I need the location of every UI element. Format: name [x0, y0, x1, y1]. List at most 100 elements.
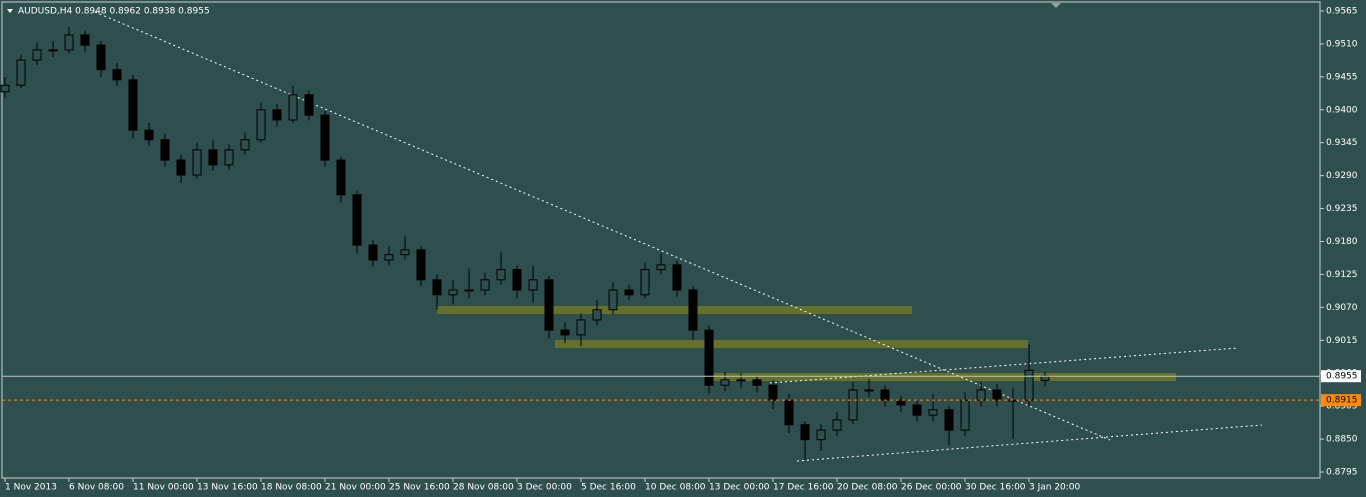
y-tick-label: 0.9510 — [1326, 39, 1358, 49]
x-tick-label: 13 Dec 00:00 — [709, 483, 770, 493]
x-tick-label: 6 Nov 08:00 — [69, 483, 124, 493]
y-tick-label: 0.8905 — [1326, 402, 1358, 412]
candle-body — [912, 404, 922, 416]
x-tick-label: 1 Nov 2013 — [5, 483, 57, 493]
y-tick-label: 0.9400 — [1326, 105, 1358, 115]
x-tick-label: 13 Nov 16:00 — [197, 483, 258, 493]
candle-body — [464, 289, 474, 292]
zone — [705, 373, 1176, 381]
candle-body — [64, 34, 74, 51]
candle-body — [480, 279, 490, 291]
candle-body — [800, 424, 810, 441]
candle-body — [928, 409, 938, 416]
candle-body — [384, 254, 394, 261]
candle-body — [896, 399, 906, 406]
candle-body — [336, 159, 346, 196]
y-tick-label: 0.9345 — [1326, 138, 1358, 148]
candle-body — [368, 244, 378, 261]
candle-body — [144, 129, 154, 141]
x-tick-label: 17 Dec 16:00 — [773, 483, 834, 493]
candle-body — [240, 139, 250, 151]
candle-body — [752, 379, 762, 386]
candle-body — [320, 114, 330, 161]
candle-body — [512, 269, 522, 291]
x-tick-label: 30 Dec 16:00 — [965, 483, 1026, 493]
candle-body — [1024, 369, 1034, 401]
candle-body — [400, 249, 410, 256]
candle-body — [864, 389, 874, 392]
candle-body — [832, 419, 842, 431]
y-tick-label: 0.8850 — [1326, 435, 1358, 445]
candle-body — [960, 399, 970, 431]
candle-body — [608, 289, 618, 311]
candle-body — [640, 269, 650, 296]
zone — [437, 306, 912, 314]
trend-line — [94, 11, 1111, 441]
x-tick-label: 26 Dec 00:00 — [901, 483, 962, 493]
candle-body — [176, 159, 186, 176]
candle-body — [80, 34, 90, 46]
candle-body — [448, 289, 458, 296]
trend-line — [769, 347, 1239, 384]
candle-body — [976, 389, 986, 401]
candle-body — [704, 329, 714, 386]
candle-body — [1040, 375, 1050, 381]
candle-body — [32, 49, 42, 61]
x-tick-label: 28 Nov 08:00 — [453, 483, 514, 493]
menu-arrow[interactable] — [7, 9, 13, 13]
candle-body — [16, 59, 26, 86]
price-label-box — [1321, 370, 1361, 383]
candle-body — [768, 384, 778, 401]
candle-body — [624, 289, 634, 296]
y-tick-label: 0.9565 — [1326, 6, 1358, 16]
price-label: 0.8955 — [1326, 372, 1358, 382]
candle-body — [560, 329, 570, 336]
shift-marker — [1051, 3, 1061, 8]
x-tick-label: 11 Nov 00:00 — [133, 483, 194, 493]
y-tick-label: 0.9070 — [1326, 303, 1358, 313]
candle-body — [736, 379, 746, 382]
y-tick-label: 0.9235 — [1326, 204, 1358, 214]
candle-body — [688, 289, 698, 331]
candle-body — [720, 379, 730, 386]
drawings — [7, 3, 1263, 462]
candle-body — [992, 389, 1002, 401]
candle-body — [576, 319, 586, 336]
candle-body — [48, 49, 58, 52]
y-tick-label: 0.9180 — [1326, 237, 1358, 247]
plot-area — [1, 1, 1321, 479]
chart-title: AUDUSD,H4 0.8948 0.8962 0.8938 0.8955 — [18, 7, 210, 17]
candle-body — [352, 194, 362, 246]
x-tick-label: 21 Nov 00:00 — [325, 483, 386, 493]
candle-body — [528, 279, 538, 291]
x-tick-label: 25 Nov 16:00 — [389, 483, 450, 493]
x-tick-label: 18 Nov 08:00 — [261, 483, 322, 493]
candle-body — [848, 389, 858, 421]
x-tick-label: 3 Dec 00:00 — [517, 483, 572, 493]
candle-body — [592, 309, 602, 321]
candle-body — [272, 109, 282, 121]
candle-body — [256, 109, 266, 141]
candle-body — [128, 79, 138, 131]
price-label: 0.8915 — [1326, 396, 1358, 406]
zone — [555, 340, 1028, 348]
y-tick-label: 0.9290 — [1326, 171, 1358, 181]
candle-body — [112, 69, 122, 81]
candle-body — [96, 44, 106, 71]
price-label-box — [1321, 394, 1361, 407]
candle-body — [288, 94, 298, 121]
candle-body — [304, 94, 314, 116]
y-tick-label: 0.8795 — [1326, 468, 1358, 478]
candle-body — [208, 149, 218, 166]
x-tick-label: 20 Dec 08:00 — [837, 483, 898, 493]
candle-body — [0, 84, 10, 93]
candle-body — [784, 399, 794, 426]
candle-body — [160, 139, 170, 161]
x-tick-label: 5 Dec 16:00 — [581, 483, 636, 493]
candle-body — [656, 264, 666, 271]
y-tick-label: 0.9455 — [1326, 72, 1358, 82]
candle-body — [496, 269, 506, 281]
candle-body — [944, 409, 954, 431]
x-tick-label: 3 Jan 20:00 — [1029, 483, 1081, 493]
